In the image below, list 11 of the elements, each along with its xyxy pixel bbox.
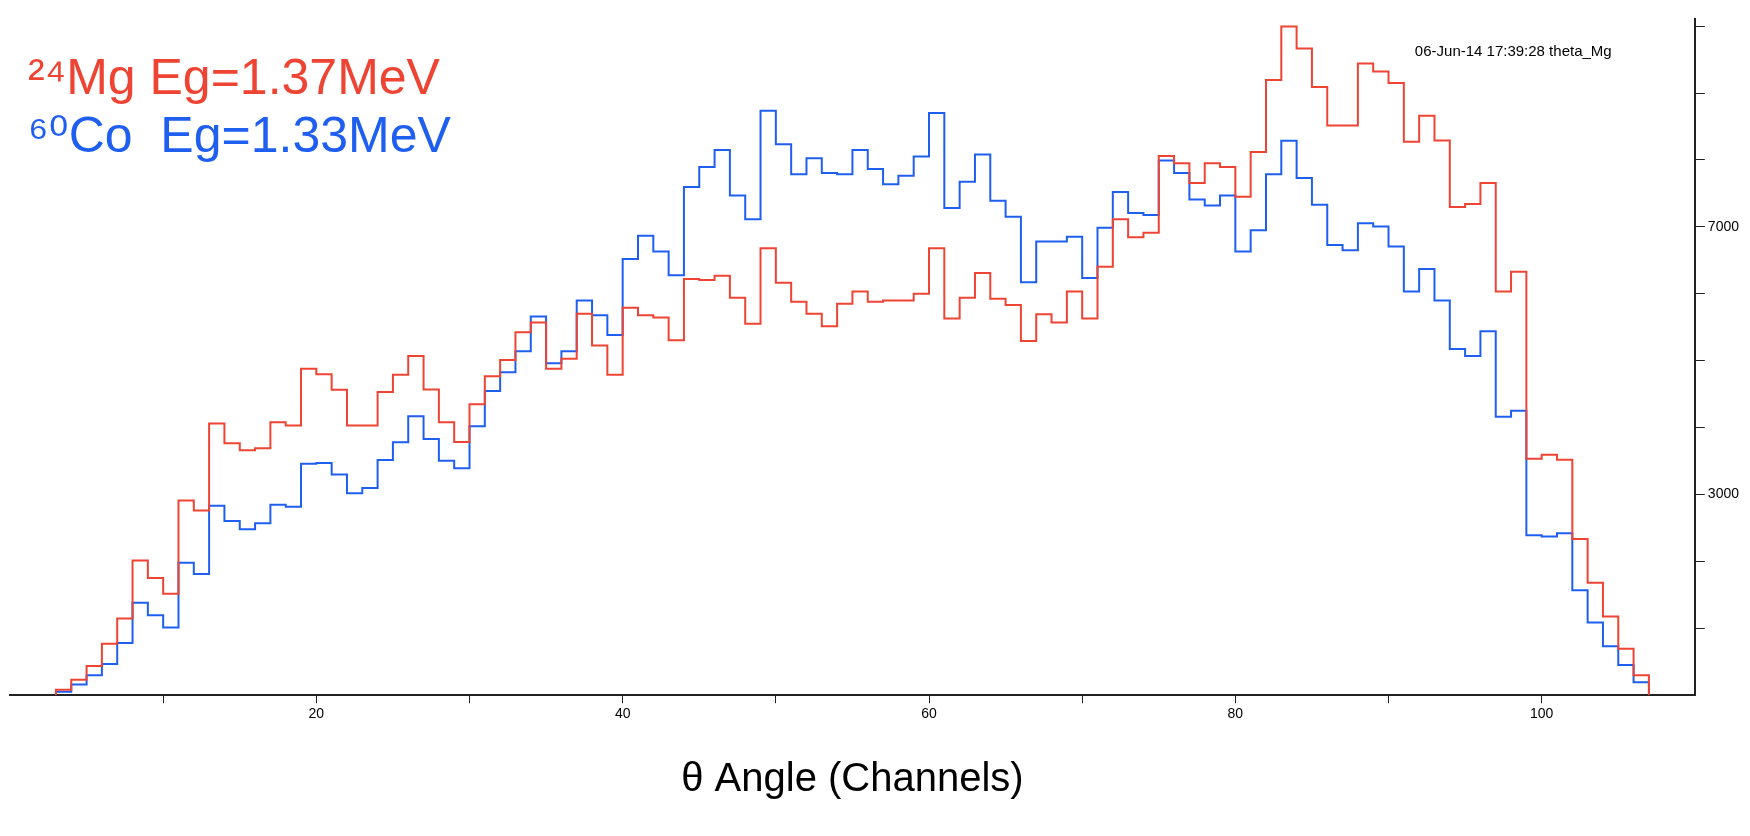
- x-tick-label: 60: [921, 705, 938, 722]
- x-tick-label: 20: [308, 705, 325, 722]
- y-tick-label: 7000: [1707, 217, 1740, 234]
- x-tick-label: 40: [614, 705, 631, 722]
- x-tick-label: 80: [1227, 705, 1244, 722]
- x-tick-label: 100: [1530, 705, 1554, 722]
- text: ²⁴Mg Eg=1.37MeV: [28, 48, 441, 106]
- text: ⁶⁰Co Eg=1.33MeV: [28, 106, 451, 164]
- x-axis-title: θ Angle (Channels): [681, 755, 1024, 800]
- annotation: 06-Jun-14 17:39:28 theta_Mg: [1414, 41, 1612, 59]
- y-tick-label: 3000: [1707, 485, 1740, 502]
